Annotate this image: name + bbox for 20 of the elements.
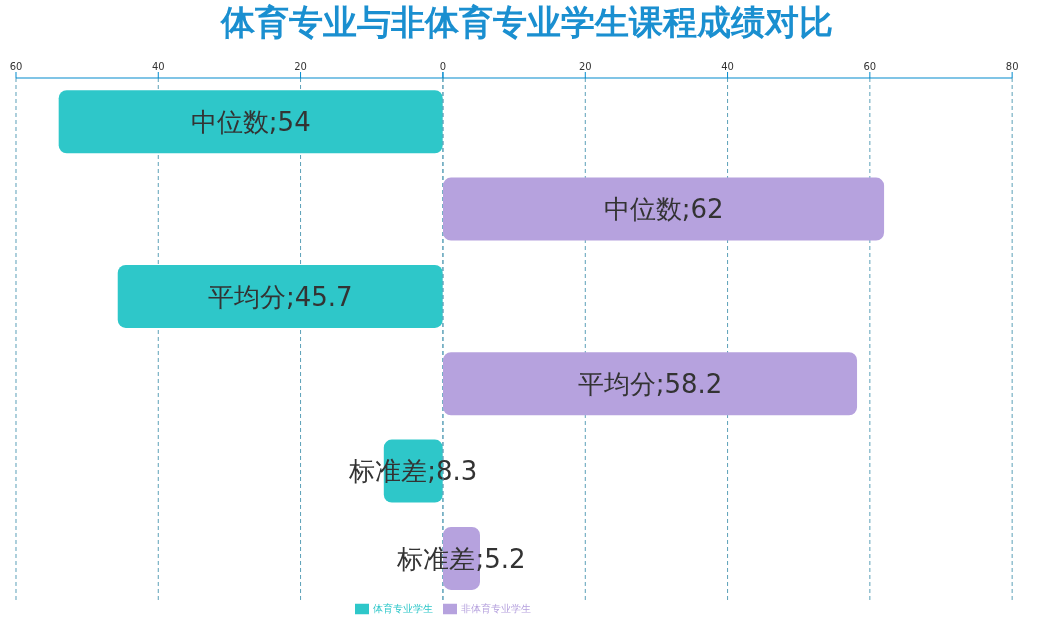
data-label: 平均分;58.2 xyxy=(577,368,723,399)
data-label: 中位数;62 xyxy=(603,194,724,225)
bar xyxy=(58,90,443,154)
x-tick-label: 60 xyxy=(9,61,23,73)
x-tick-label: 20 xyxy=(578,61,592,72)
data-label: 标准差;5.2 xyxy=(396,543,526,574)
x-tick-label: 40 xyxy=(151,61,165,73)
x-tick-label: 80 xyxy=(1005,61,1019,72)
legend-label: 非体育专业学生 xyxy=(460,603,531,614)
data-label: 中位数;54 xyxy=(190,106,311,137)
x-tick-label: 20 xyxy=(294,61,307,73)
x-tick-label: 0 xyxy=(439,61,447,73)
text: 体育专业与非体育专业学生课程成绩对比 xyxy=(219,2,834,42)
bar xyxy=(442,177,884,241)
x-tick-label: 40 xyxy=(721,61,734,72)
legend-label: 体育专业学生 xyxy=(372,603,433,614)
bar xyxy=(442,352,857,416)
x-tick-label: 60 xyxy=(863,61,877,72)
bar xyxy=(117,264,443,328)
data-label: 平均分;45.7 xyxy=(207,281,353,312)
